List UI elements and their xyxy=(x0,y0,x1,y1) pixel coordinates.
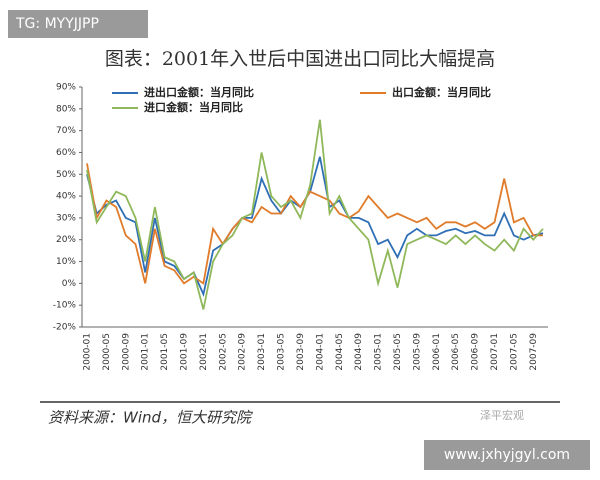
x-tick-label: 2000-09 xyxy=(121,333,131,371)
legend-label: 进口金额：当月同比 xyxy=(144,100,243,114)
y-tick-label: 40% xyxy=(56,192,76,202)
x-tick-label: 2000-01 xyxy=(83,333,93,371)
y-tick-label: 30% xyxy=(56,213,76,223)
site: www.jxhyjgyl.com xyxy=(444,447,570,463)
y-tick-label: 10% xyxy=(56,257,76,267)
x-tick-label: 2005-09 xyxy=(412,333,422,371)
tag: TG: MYYJJPP xyxy=(15,16,99,32)
y-tick-label: 70% xyxy=(56,126,76,136)
site-box xyxy=(424,440,590,470)
y-tick-label: 50% xyxy=(56,170,76,180)
y-tick-label: 80% xyxy=(56,104,76,114)
x-tick-label: 2005-01 xyxy=(374,333,384,371)
tag-box xyxy=(8,10,148,38)
legend-label: 进出口金额：当月同比 xyxy=(144,85,254,99)
y-tick-label: 60% xyxy=(56,148,76,158)
series-line xyxy=(86,163,543,285)
x-tick-label: 2006-05 xyxy=(451,333,461,371)
logo: 泽平宏观 xyxy=(480,408,524,422)
x-tick-label: 2006-09 xyxy=(471,333,481,371)
series-line xyxy=(86,119,544,310)
x-tick-label: 2004-01 xyxy=(315,333,325,371)
y-tick-label: 20% xyxy=(56,235,76,245)
y-tick-label: 90% xyxy=(56,83,76,93)
legend-label: 出口金额：当月同比 xyxy=(392,85,491,99)
y-tick-label: -10% xyxy=(53,301,77,311)
series-line xyxy=(86,156,544,298)
x-tick-label: 2000-05 xyxy=(102,333,112,371)
y-tick-label: 0% xyxy=(62,279,77,289)
x-tick-label: 2003-05 xyxy=(277,333,287,371)
x-tick-label: 2006-01 xyxy=(432,333,442,371)
x-tick-label: 2002-01 xyxy=(199,333,209,371)
x-tick-label: 2004-09 xyxy=(354,333,364,371)
x-tick-label: 2007-05 xyxy=(509,333,519,371)
x-tick-label: 2007-01 xyxy=(490,333,500,371)
y-tick-label: -20% xyxy=(53,323,77,333)
x-tick-label: 2005-05 xyxy=(393,333,403,371)
chart-title: 图表：2001年入世后中国进出口同比大幅提高 xyxy=(105,48,495,70)
x-tick-label: 2003-09 xyxy=(296,333,306,371)
x-tick-label: 2001-05 xyxy=(160,333,170,371)
x-tick-label: 2001-09 xyxy=(180,333,190,371)
x-tick-label: 2002-05 xyxy=(218,333,228,371)
x-tick-label: 2003-01 xyxy=(257,333,267,371)
x-tick-label: 2004-05 xyxy=(335,333,345,371)
x-tick-label: 2007-09 xyxy=(529,333,539,371)
x-tick-label: 2001-01 xyxy=(141,333,151,371)
source: 资料来源：Wind，恒大研究院 xyxy=(48,409,253,427)
x-tick-label: 2002-09 xyxy=(238,333,248,371)
